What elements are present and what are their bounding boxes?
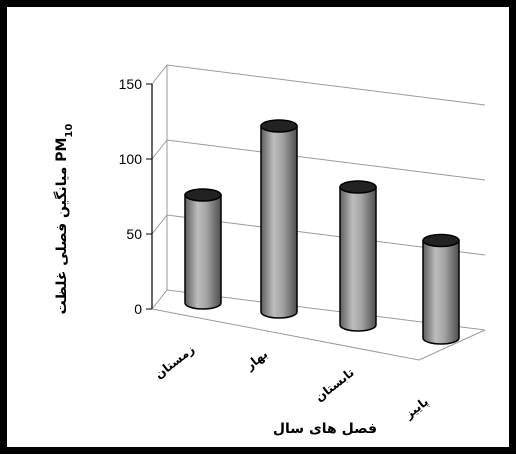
y-tick-label: 150 (119, 76, 143, 92)
y-axis-title: میانگین فصلی غلظت PM10 (53, 124, 75, 315)
bar (260, 119, 298, 319)
bar-body (184, 194, 222, 310)
chart-svg: 0 50 100 150 زمستان بهار تابستان پاییز فصل های س… (53, 64, 486, 437)
bar-body (339, 186, 377, 332)
bar-top (422, 233, 460, 248)
x-tick-label: زمستان (152, 342, 197, 382)
bar-body (422, 239, 460, 345)
bar-top (184, 188, 222, 202)
bar (422, 233, 460, 345)
bar (339, 180, 377, 332)
y-axis-title-main: میانگین فصلی غلظت PM (53, 138, 70, 315)
bar-top (260, 119, 298, 133)
bars (184, 119, 460, 345)
bar-top (339, 180, 377, 194)
y-tick-label: 0 (134, 301, 142, 317)
x-tick-label: بهار (242, 347, 270, 373)
x-tick-label: تابستان (312, 365, 356, 404)
bar-body (260, 125, 298, 319)
axes (146, 65, 486, 361)
floor-edge (151, 308, 486, 361)
x-axis-title: فصل های سال (273, 421, 377, 437)
y-tick-label: 100 (119, 151, 143, 167)
gridline (151, 139, 486, 181)
x-tick-label: پاییز (401, 394, 431, 422)
bar (184, 188, 222, 310)
y-axis-title-subscript: 10 (64, 124, 75, 138)
y-tick-label: 50 (126, 226, 142, 242)
gridline (151, 64, 486, 106)
